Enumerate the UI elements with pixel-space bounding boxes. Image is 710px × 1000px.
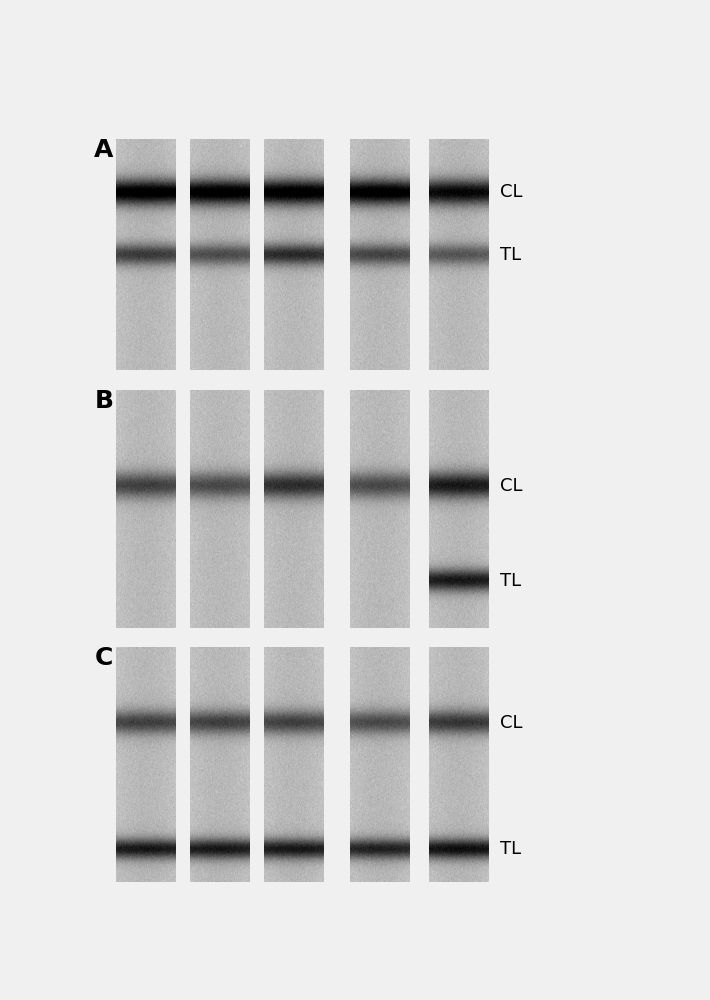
Text: CL: CL [500, 714, 523, 732]
Text: TL: TL [500, 246, 521, 264]
Text: CL: CL [500, 477, 523, 495]
Text: B: B [94, 389, 114, 414]
Text: C: C [94, 646, 113, 670]
Text: TL: TL [500, 840, 521, 858]
Text: A: A [94, 138, 114, 162]
Text: TL: TL [500, 572, 521, 590]
Text: CL: CL [500, 183, 523, 201]
